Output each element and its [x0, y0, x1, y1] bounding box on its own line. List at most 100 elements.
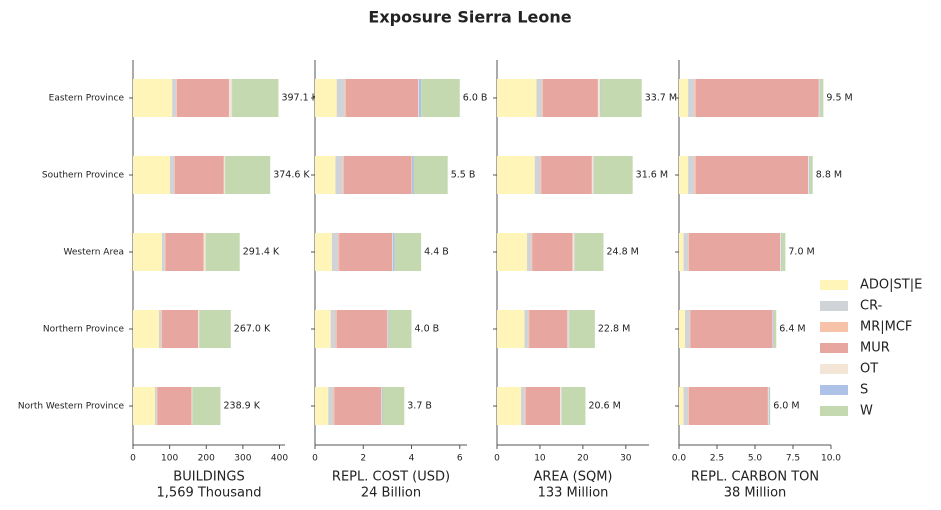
bar-segment — [497, 310, 525, 348]
bar-segment — [174, 156, 175, 194]
bar-segment — [418, 79, 422, 117]
x-tick-label: 2.5 — [710, 454, 724, 464]
x-tick-label: 10.0 — [821, 454, 841, 464]
bar-segment — [337, 233, 340, 271]
total-label: 24.8 M — [606, 247, 638, 258]
bar-segment — [198, 310, 200, 348]
x-axis-label: REPL. CARBON TON — [691, 470, 819, 485]
bar-segment — [497, 79, 537, 117]
x-tick-label: 0 — [312, 454, 318, 464]
legend-swatch — [820, 280, 848, 290]
total-label: 6.4 M — [779, 324, 805, 335]
bar-segment — [156, 387, 158, 425]
bar-segment — [679, 310, 686, 348]
total-label: 20.6 M — [588, 401, 620, 412]
bar-segment — [532, 233, 573, 271]
bar-segment — [199, 310, 231, 348]
y-tick-label: Western Area — [64, 248, 124, 258]
bar-segment — [343, 156, 412, 194]
bar-segment — [232, 79, 279, 117]
x-tick-label: 0.0 — [672, 454, 687, 464]
bar-segment — [531, 233, 533, 271]
x-tick-label: 5.0 — [748, 454, 763, 464]
bar-segment — [497, 233, 528, 271]
bar-segment — [336, 79, 345, 117]
bar-segment — [394, 233, 422, 271]
legend-label: ADO|ST|E — [860, 278, 922, 293]
total-label: 8.8 M — [816, 170, 842, 181]
y-tick-label: Eastern Province — [49, 94, 125, 104]
total-label: 5.5 B — [451, 170, 476, 181]
bar-segment — [695, 79, 819, 117]
bar-segment — [342, 156, 344, 194]
bar-segment — [683, 387, 689, 425]
x-tick-label: 0 — [130, 454, 136, 464]
x-tick-label: 2 — [360, 454, 366, 464]
bar-segment — [534, 156, 541, 194]
bar-segment — [542, 79, 543, 117]
bar-segment — [808, 156, 810, 194]
x-axis-note: 133 Million — [538, 486, 609, 501]
bar-segment — [688, 156, 695, 194]
bar-segment — [561, 387, 586, 425]
bar-segment — [191, 387, 193, 425]
legend-swatch — [820, 406, 848, 416]
x-tick-label: 7.5 — [786, 454, 800, 464]
bar-segment — [695, 156, 809, 194]
bar-segment — [328, 387, 334, 425]
x-tick-label: 30 — [620, 454, 632, 464]
bar-segment — [690, 310, 773, 348]
bar-segment — [780, 233, 781, 271]
legend-swatch — [820, 385, 848, 395]
bar-segment — [769, 387, 771, 425]
x-tick-label: 100 — [161, 454, 178, 464]
bar-segment — [411, 156, 414, 194]
bar-segment — [772, 310, 774, 348]
bar-segment — [809, 156, 813, 194]
bar-segment — [572, 233, 575, 271]
bar-segment — [679, 387, 684, 425]
bar-segment — [392, 233, 395, 271]
legend-label: W — [860, 404, 873, 419]
bar-segment — [694, 156, 696, 194]
bar-segment — [387, 310, 389, 348]
total-label: 22.8 M — [598, 324, 630, 335]
bar-segment — [330, 310, 336, 348]
bar-segment — [597, 79, 601, 117]
total-label: 397.1 K — [281, 93, 318, 104]
bar-segment — [525, 387, 561, 425]
bar-segment — [497, 387, 522, 425]
bar-segment — [773, 310, 774, 348]
total-label: 6.0 M — [773, 401, 799, 412]
legend-label: S — [860, 383, 868, 398]
bar-segment — [536, 79, 543, 117]
total-label: 291.4 K — [243, 247, 280, 258]
bar-segment — [382, 387, 405, 425]
bar-segment — [594, 156, 633, 194]
legend-swatch — [820, 364, 848, 374]
bar-segment — [541, 156, 592, 194]
bar-segment — [679, 156, 689, 194]
bar-segment — [528, 310, 530, 348]
legend-label: CR- — [860, 299, 883, 314]
bar-segment — [688, 233, 781, 271]
bar-segment — [223, 156, 225, 194]
bar-segment — [529, 310, 568, 348]
bar-segment — [524, 387, 526, 425]
bar-segment — [685, 310, 690, 348]
total-label: 267.0 K — [234, 324, 271, 335]
bar-segment — [315, 156, 336, 194]
legend-swatch — [820, 343, 848, 353]
bar-segment — [157, 387, 192, 425]
bar-segment — [567, 310, 569, 348]
bar-segment — [336, 310, 388, 348]
bar-segment — [344, 79, 346, 117]
bar-segment — [159, 310, 162, 348]
legend-swatch — [820, 301, 848, 311]
bar-segment — [683, 233, 689, 271]
bar-segment — [225, 156, 271, 194]
legend-swatch — [820, 322, 848, 332]
bar-segment — [339, 233, 393, 271]
bar-segment — [161, 310, 162, 348]
